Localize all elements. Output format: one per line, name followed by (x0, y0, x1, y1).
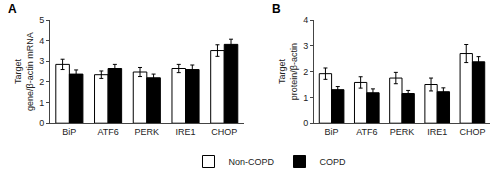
svg-text:3: 3 (39, 56, 44, 66)
svg-text:CHOP: CHOP (459, 127, 485, 137)
svg-text:4: 4 (303, 15, 308, 25)
svg-text:ATF6: ATF6 (97, 127, 118, 137)
svg-text:COPD: COPD (320, 157, 347, 167)
svg-text:0: 0 (303, 118, 308, 128)
svg-text:Non-COPD: Non-COPD (229, 157, 275, 167)
svg-text:PERK: PERK (135, 127, 160, 137)
svg-text:1: 1 (39, 98, 44, 108)
svg-text:ATF6: ATF6 (356, 127, 377, 137)
svg-text:B: B (272, 2, 281, 16)
svg-text:CHOP: CHOP (211, 127, 237, 137)
svg-text:Targetprotein/β-actin: Targetprotein/β-actin (277, 43, 299, 100)
svg-text:1: 1 (303, 93, 308, 103)
svg-text:BiP: BiP (62, 127, 76, 137)
svg-text:IRE1: IRE1 (427, 127, 447, 137)
svg-text:0: 0 (39, 118, 44, 128)
svg-text:5: 5 (39, 15, 44, 25)
svg-text:2: 2 (303, 67, 308, 77)
svg-text:2: 2 (39, 77, 44, 87)
svg-text:PERK: PERK (390, 127, 415, 137)
svg-text:IRE1: IRE1 (176, 127, 196, 137)
svg-text:4: 4 (39, 36, 44, 46)
svg-text:BiP: BiP (325, 127, 339, 137)
svg-text:3: 3 (303, 41, 308, 51)
svg-text:Targetgene/β-actin mRNA: Targetgene/β-actin mRNA (13, 32, 35, 111)
svg-text:A: A (8, 2, 17, 16)
